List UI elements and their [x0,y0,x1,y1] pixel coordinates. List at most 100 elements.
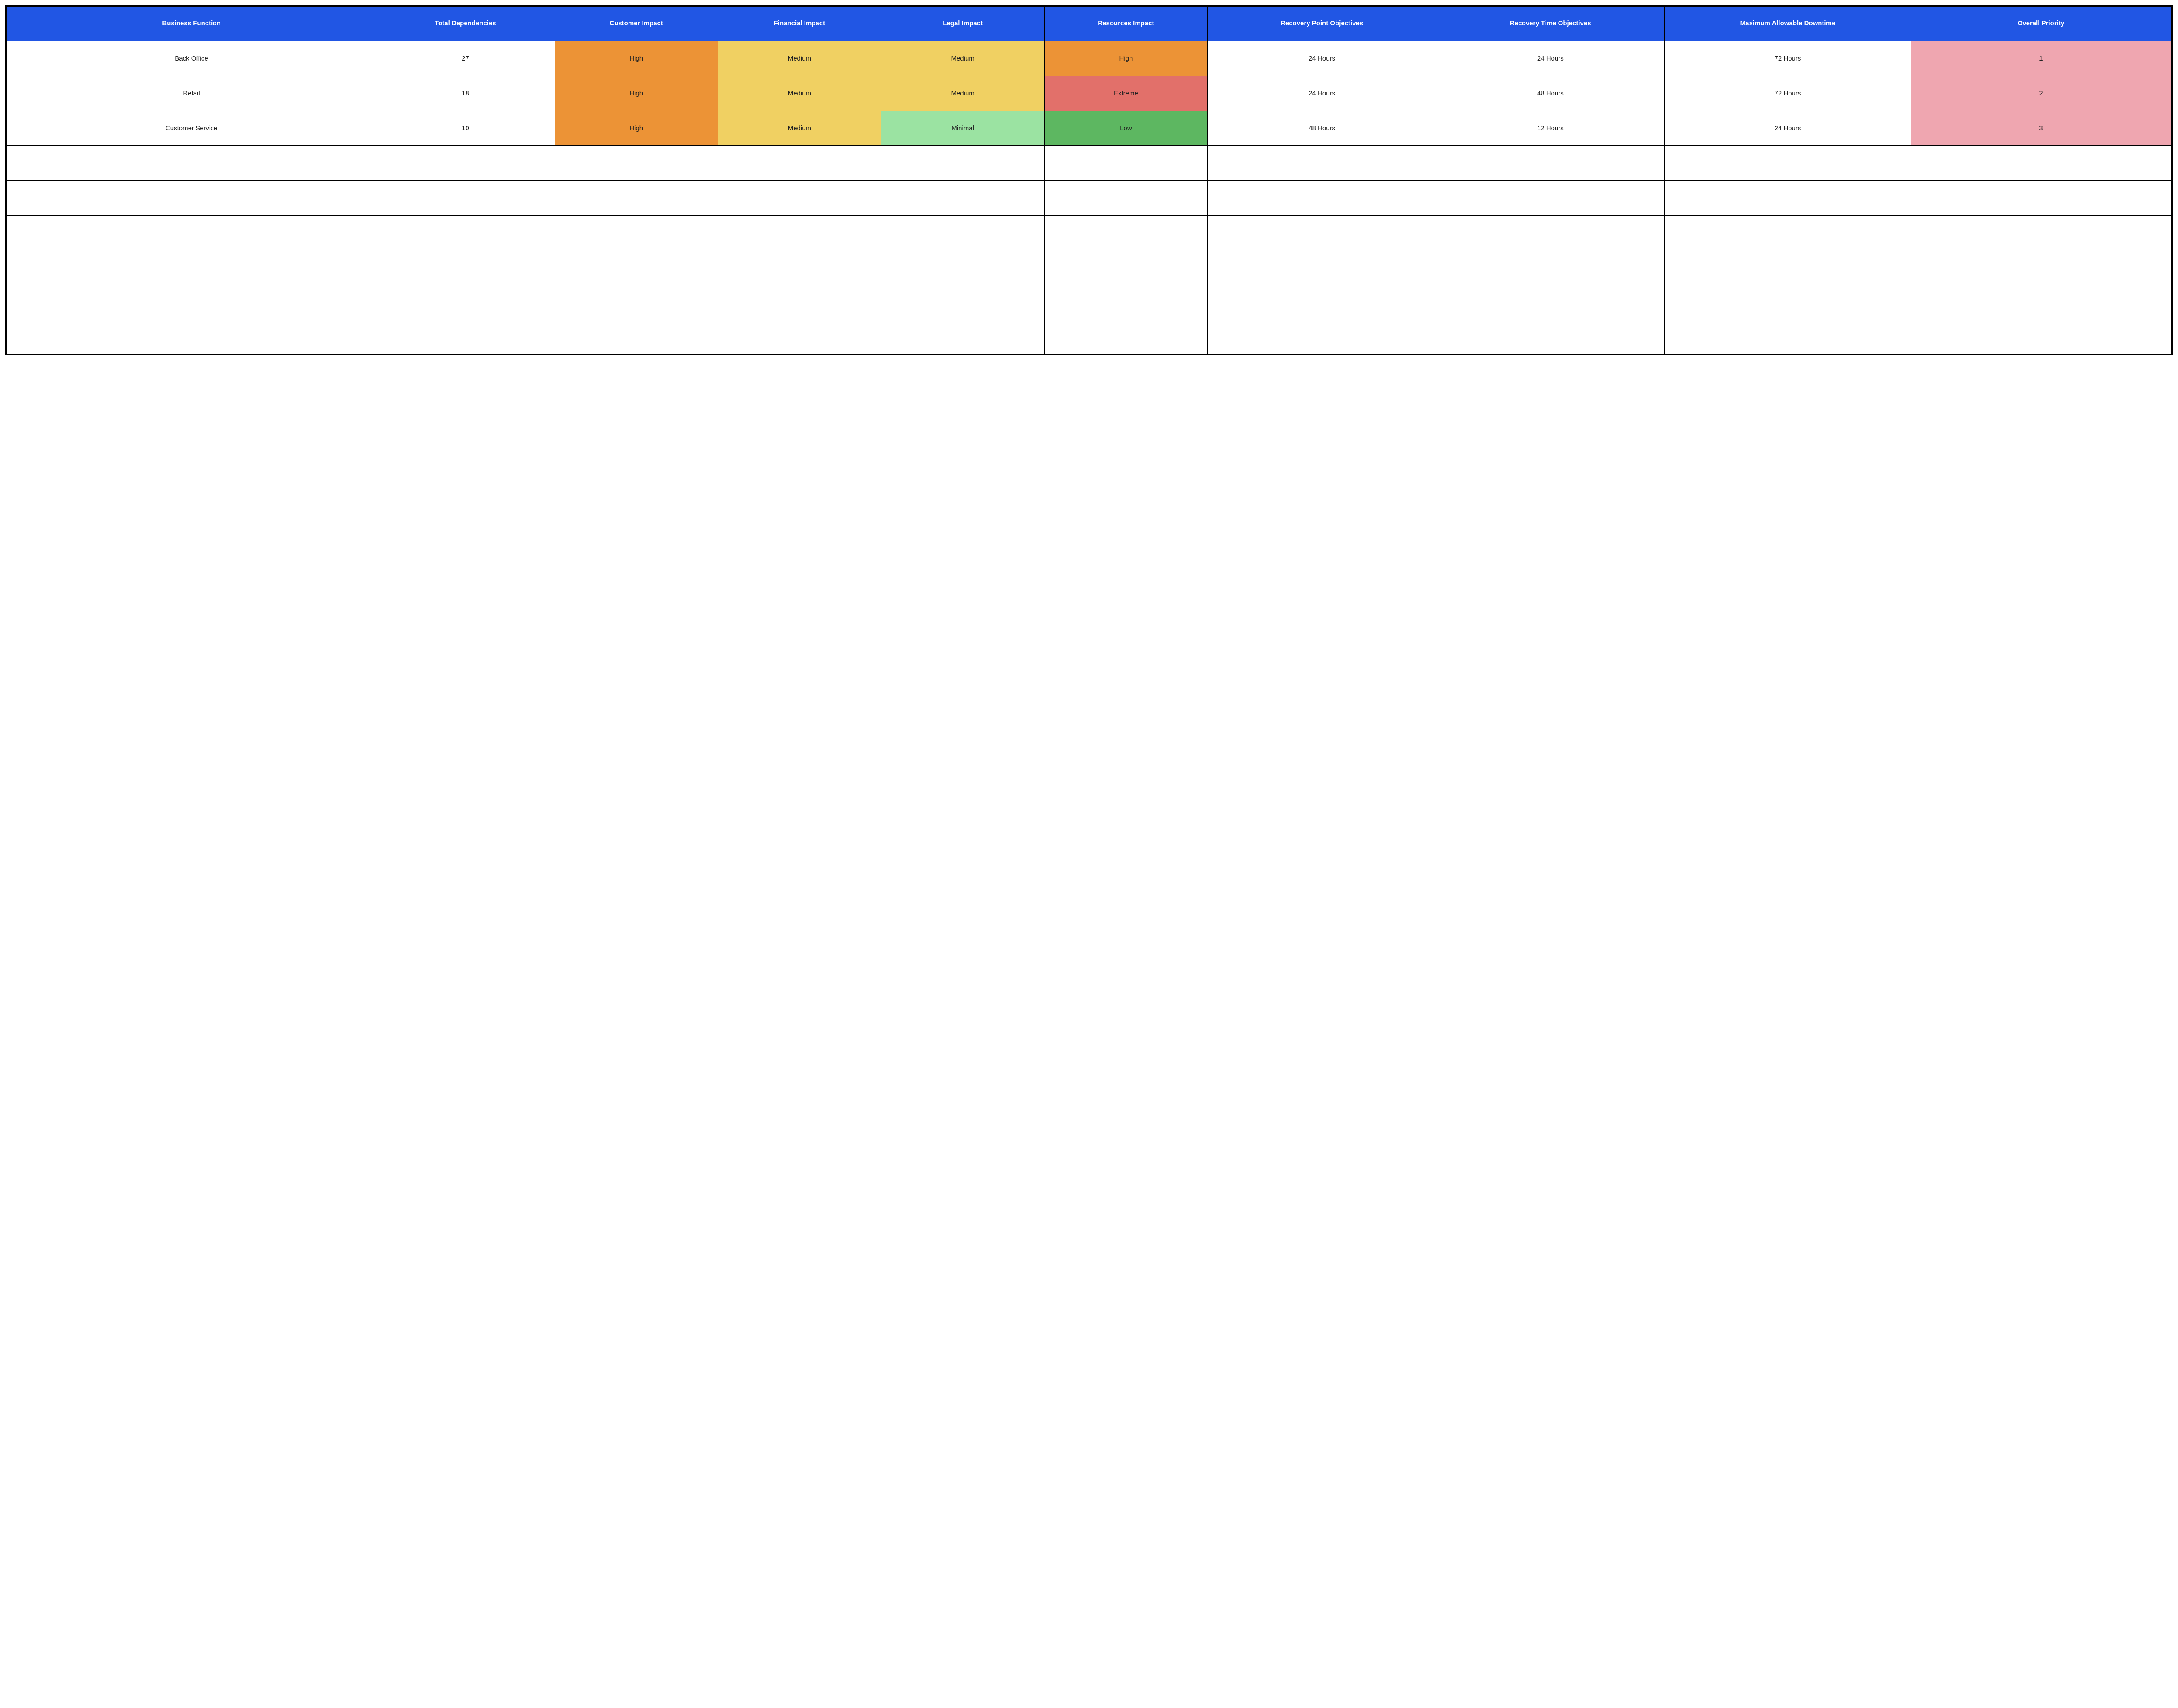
cell-customer_impact [555,215,718,250]
col-header-resources-impact: Resources Impact [1045,6,1208,41]
cell-legal_impact [881,285,1045,320]
cell-total_dependencies [376,320,555,355]
cell-customer_impact [555,180,718,215]
cell-rto: 12 Hours [1436,111,1665,145]
cell-rpo [1207,320,1436,355]
table-row [6,250,2172,285]
cell-financial_impact [718,320,881,355]
cell-legal_impact [881,250,1045,285]
cell-mad: 72 Hours [1665,76,1911,111]
cell-legal_impact [881,145,1045,180]
cell-total_dependencies: 10 [376,111,555,145]
col-header-rpo: Recovery Point Objectives [1207,6,1436,41]
cell-business_function: Customer Service [6,111,376,145]
table-row [6,320,2172,355]
col-header-business-function: Business Function [6,6,376,41]
cell-mad [1665,180,1911,215]
bia-table: Business Function Total Dependencies Cus… [5,5,2173,355]
col-header-overall-priority: Overall Priority [1911,6,2172,41]
cell-mad [1665,145,1911,180]
table-row [6,145,2172,180]
cell-legal_impact: Medium [881,41,1045,76]
cell-overall_priority [1911,250,2172,285]
cell-business_function: Back Office [6,41,376,76]
cell-rpo [1207,145,1436,180]
cell-financial_impact [718,285,881,320]
cell-resources_impact: High [1045,41,1208,76]
cell-total_dependencies: 18 [376,76,555,111]
cell-rpo [1207,250,1436,285]
cell-business_function [6,250,376,285]
cell-business_function [6,320,376,355]
cell-business_function [6,180,376,215]
cell-resources_impact [1045,320,1208,355]
cell-overall_priority [1911,215,2172,250]
cell-financial_impact: Medium [718,76,881,111]
cell-rpo [1207,215,1436,250]
cell-business_function [6,215,376,250]
cell-customer_impact [555,320,718,355]
cell-mad [1665,320,1911,355]
cell-rpo: 24 Hours [1207,41,1436,76]
cell-overall_priority [1911,285,2172,320]
cell-mad: 72 Hours [1665,41,1911,76]
cell-customer_impact: High [555,76,718,111]
cell-overall_priority [1911,145,2172,180]
cell-resources_impact [1045,215,1208,250]
cell-overall_priority: 3 [1911,111,2172,145]
cell-resources_impact: Low [1045,111,1208,145]
cell-legal_impact: Minimal [881,111,1045,145]
cell-total_dependencies [376,215,555,250]
cell-total_dependencies [376,180,555,215]
cell-rto [1436,250,1665,285]
cell-legal_impact [881,180,1045,215]
cell-total_dependencies [376,145,555,180]
cell-rto [1436,145,1665,180]
cell-rto [1436,285,1665,320]
cell-rto: 24 Hours [1436,41,1665,76]
cell-financial_impact: Medium [718,41,881,76]
cell-customer_impact [555,145,718,180]
table-row: Back Office27HighMediumMediumHigh24 Hour… [6,41,2172,76]
cell-resources_impact: Extreme [1045,76,1208,111]
cell-rto: 48 Hours [1436,76,1665,111]
cell-financial_impact [718,215,881,250]
cell-mad [1665,285,1911,320]
cell-rto [1436,215,1665,250]
table-row [6,180,2172,215]
table-row [6,285,2172,320]
cell-rto [1436,320,1665,355]
cell-overall_priority: 2 [1911,76,2172,111]
col-header-total-dependencies: Total Dependencies [376,6,555,41]
table-row [6,215,2172,250]
cell-overall_priority: 1 [1911,41,2172,76]
col-header-mad: Maximum Allowable Downtime [1665,6,1911,41]
col-header-customer-impact: Customer Impact [555,6,718,41]
cell-total_dependencies [376,285,555,320]
cell-rpo: 48 Hours [1207,111,1436,145]
cell-total_dependencies [376,250,555,285]
cell-total_dependencies: 27 [376,41,555,76]
cell-resources_impact [1045,145,1208,180]
cell-business_function [6,145,376,180]
cell-mad [1665,215,1911,250]
col-header-rto: Recovery Time Objectives [1436,6,1665,41]
cell-mad [1665,250,1911,285]
cell-financial_impact [718,145,881,180]
cell-rto [1436,180,1665,215]
cell-customer_impact: High [555,111,718,145]
cell-business_function [6,285,376,320]
cell-customer_impact [555,250,718,285]
cell-financial_impact [718,250,881,285]
cell-legal_impact [881,320,1045,355]
cell-customer_impact: High [555,41,718,76]
table-header: Business Function Total Dependencies Cus… [6,6,2172,41]
cell-customer_impact [555,285,718,320]
col-header-legal-impact: Legal Impact [881,6,1045,41]
cell-legal_impact [881,215,1045,250]
cell-overall_priority [1911,180,2172,215]
cell-rpo [1207,285,1436,320]
cell-business_function: Retail [6,76,376,111]
table-body: Back Office27HighMediumMediumHigh24 Hour… [6,41,2172,355]
cell-financial_impact: Medium [718,111,881,145]
